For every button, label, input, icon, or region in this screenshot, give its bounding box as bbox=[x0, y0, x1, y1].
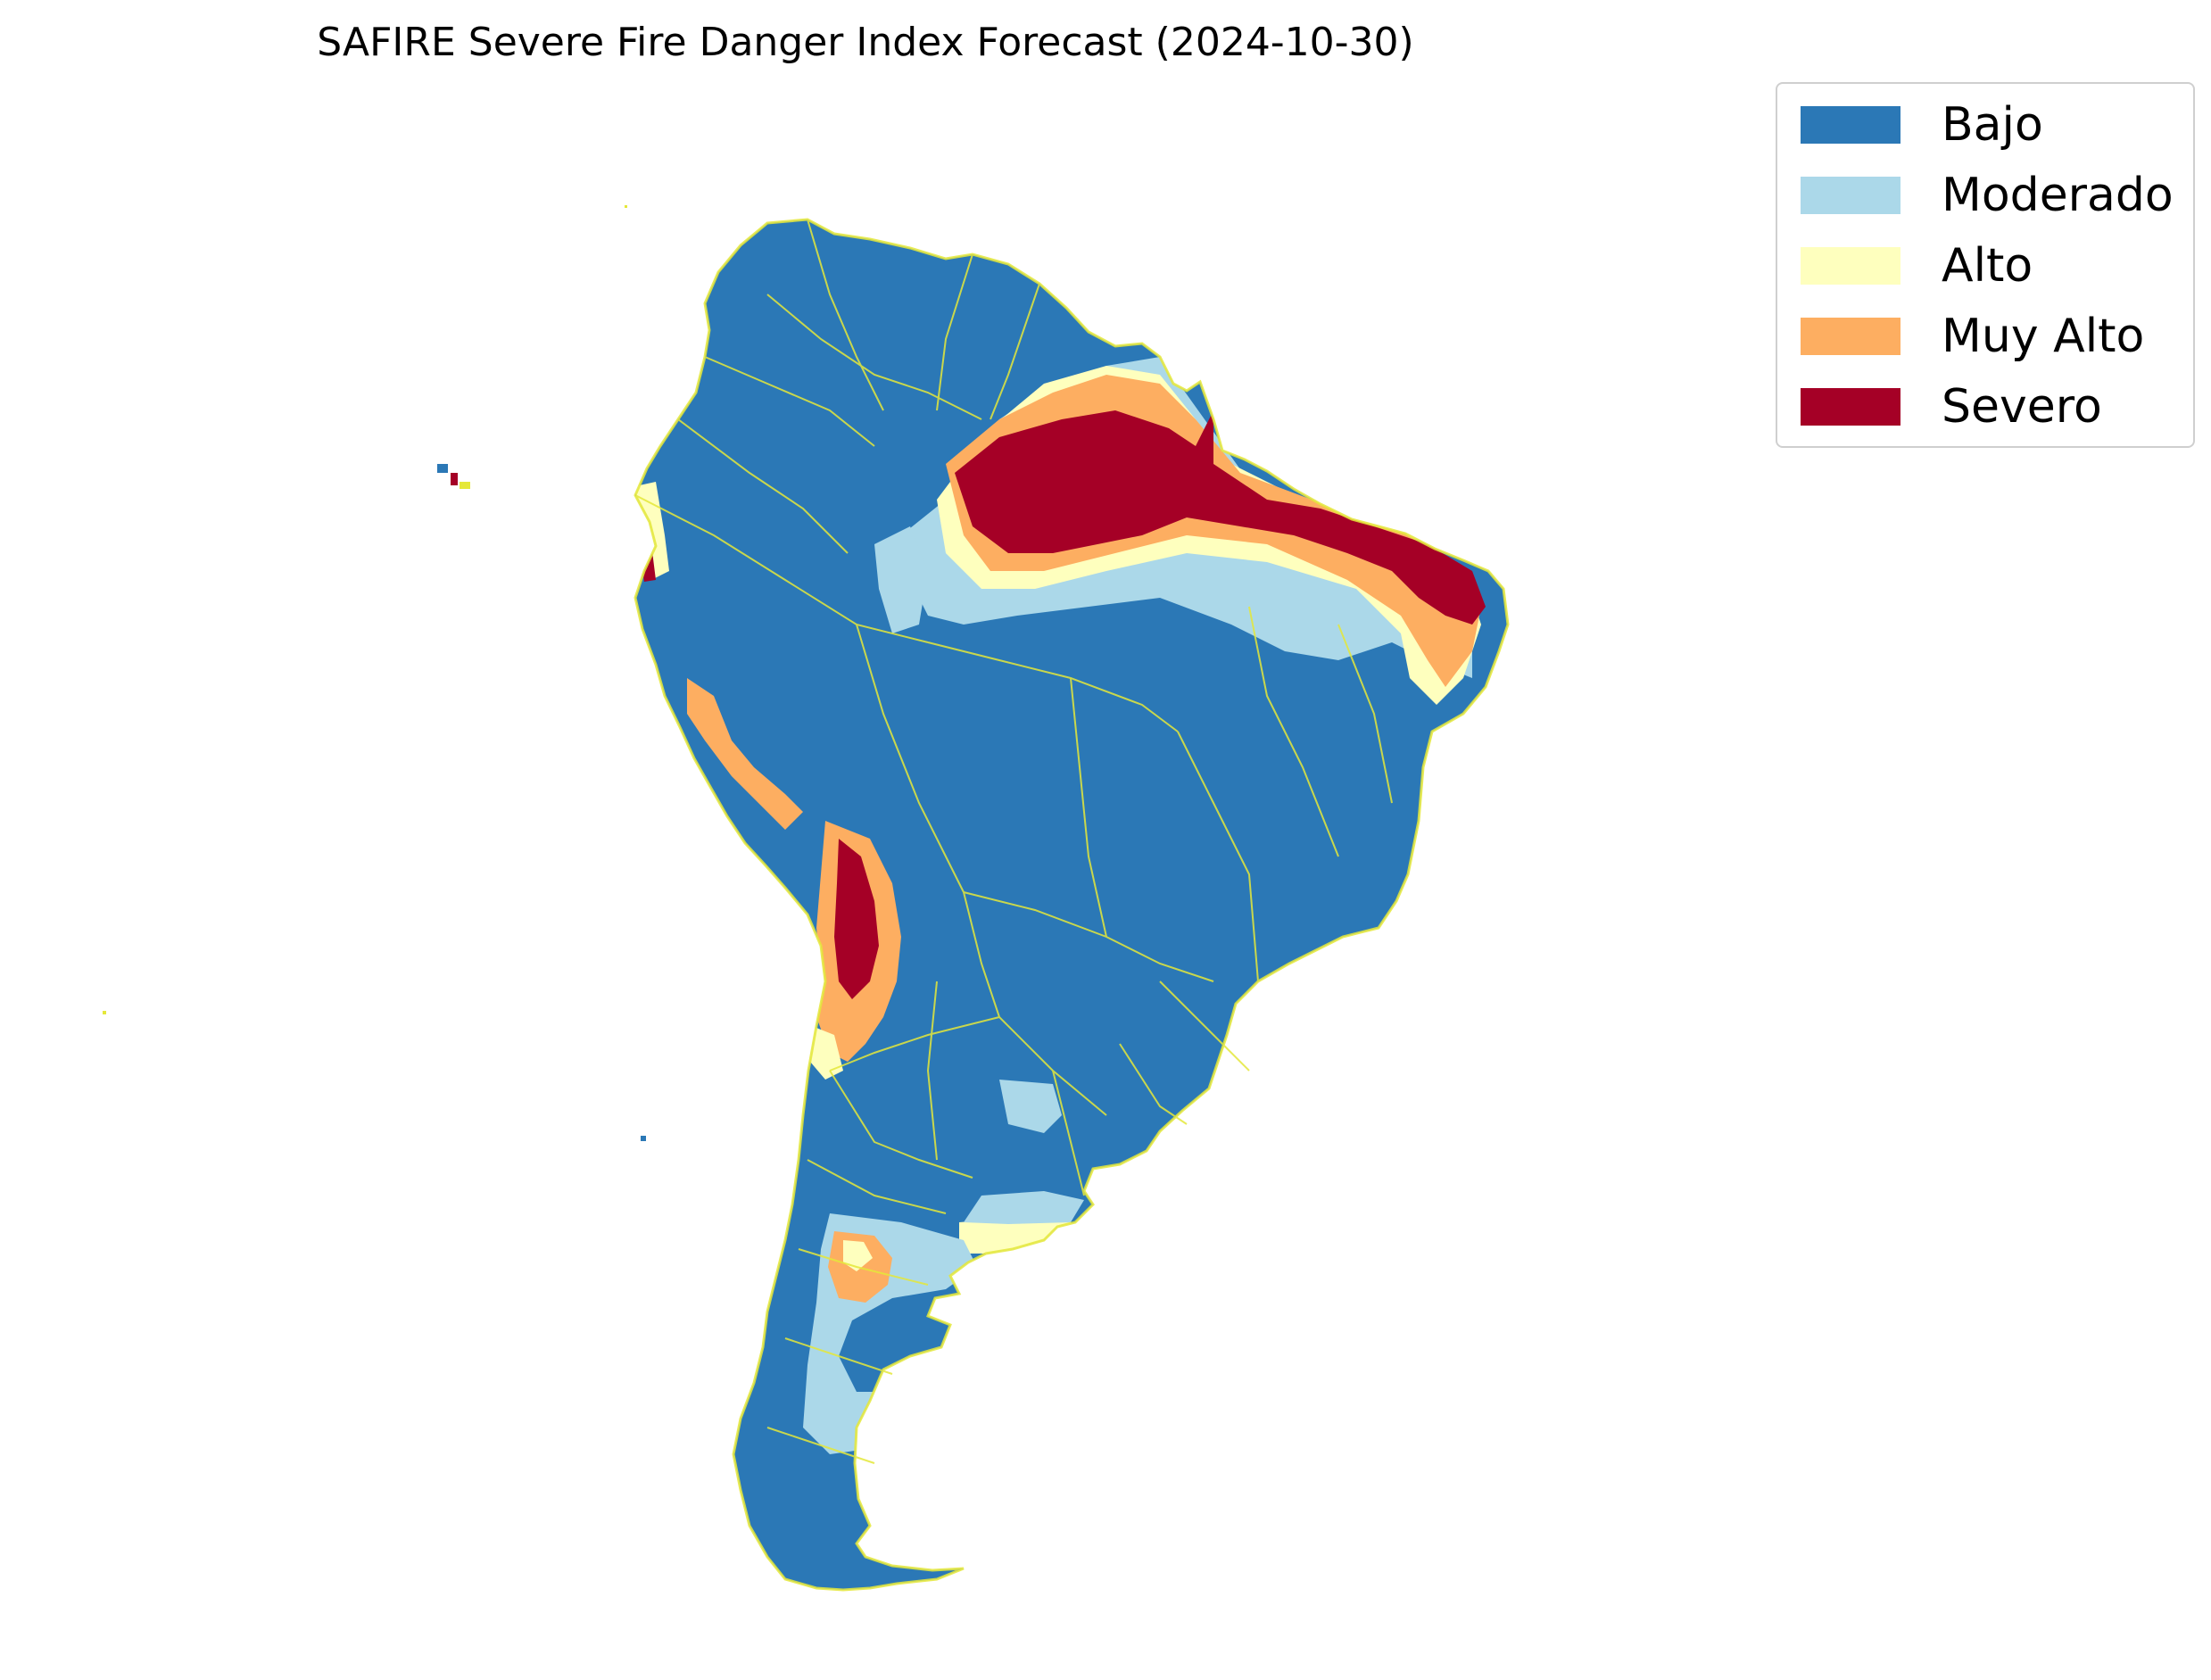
map-legend: Bajo Moderado Alto Muy Alto Severo bbox=[1776, 82, 2195, 448]
legend-swatch-alto bbox=[1801, 247, 1900, 285]
legend-swatch-bajo bbox=[1801, 106, 1900, 144]
legend-item-moderado: Moderado bbox=[1801, 169, 2174, 222]
hazard-layer bbox=[635, 357, 1486, 1454]
boundaries-layer bbox=[633, 218, 1510, 1592]
legend-swatch-moderado bbox=[1801, 177, 1900, 214]
hazard-zone-severo-north bbox=[955, 410, 1486, 625]
legend-item-alto: Alto bbox=[1801, 239, 2033, 293]
legend-item-muy-alto: Muy Alto bbox=[1801, 310, 2144, 363]
hazard-zone-moderado-west bbox=[874, 526, 928, 633]
legend-label-moderado: Moderado bbox=[1942, 169, 2174, 222]
legend-swatch-severo bbox=[1801, 388, 1900, 426]
hazard-zone-chile-alto bbox=[810, 1026, 843, 1080]
legend-item-bajo: Bajo bbox=[1801, 98, 2043, 152]
legend-label-severo: Severo bbox=[1942, 380, 2102, 434]
hazard-zone-arg-alto-coast bbox=[959, 1218, 1084, 1254]
hazard-zone-arg-moderado-2 bbox=[964, 1191, 1084, 1224]
map-title: SAFIRE Severe Fire Danger Index Forecast… bbox=[317, 20, 1414, 65]
hazard-zone-coast-muy-alto bbox=[687, 678, 803, 830]
legend-label-muy-alto: Muy Alto bbox=[1942, 310, 2145, 363]
hazard-zone-patagonia-alto bbox=[843, 1240, 873, 1271]
hazard-zone-arg-moderado bbox=[999, 1080, 1062, 1133]
legend-swatch-muy-alto bbox=[1801, 318, 1900, 355]
legend-item-severo: Severo bbox=[1801, 380, 2102, 434]
legend-label-alto: Alto bbox=[1942, 239, 2033, 293]
hazard-zone-chile-severo bbox=[834, 839, 879, 999]
legend-label-bajo: Bajo bbox=[1942, 98, 2043, 152]
islands-layer bbox=[103, 205, 646, 1141]
